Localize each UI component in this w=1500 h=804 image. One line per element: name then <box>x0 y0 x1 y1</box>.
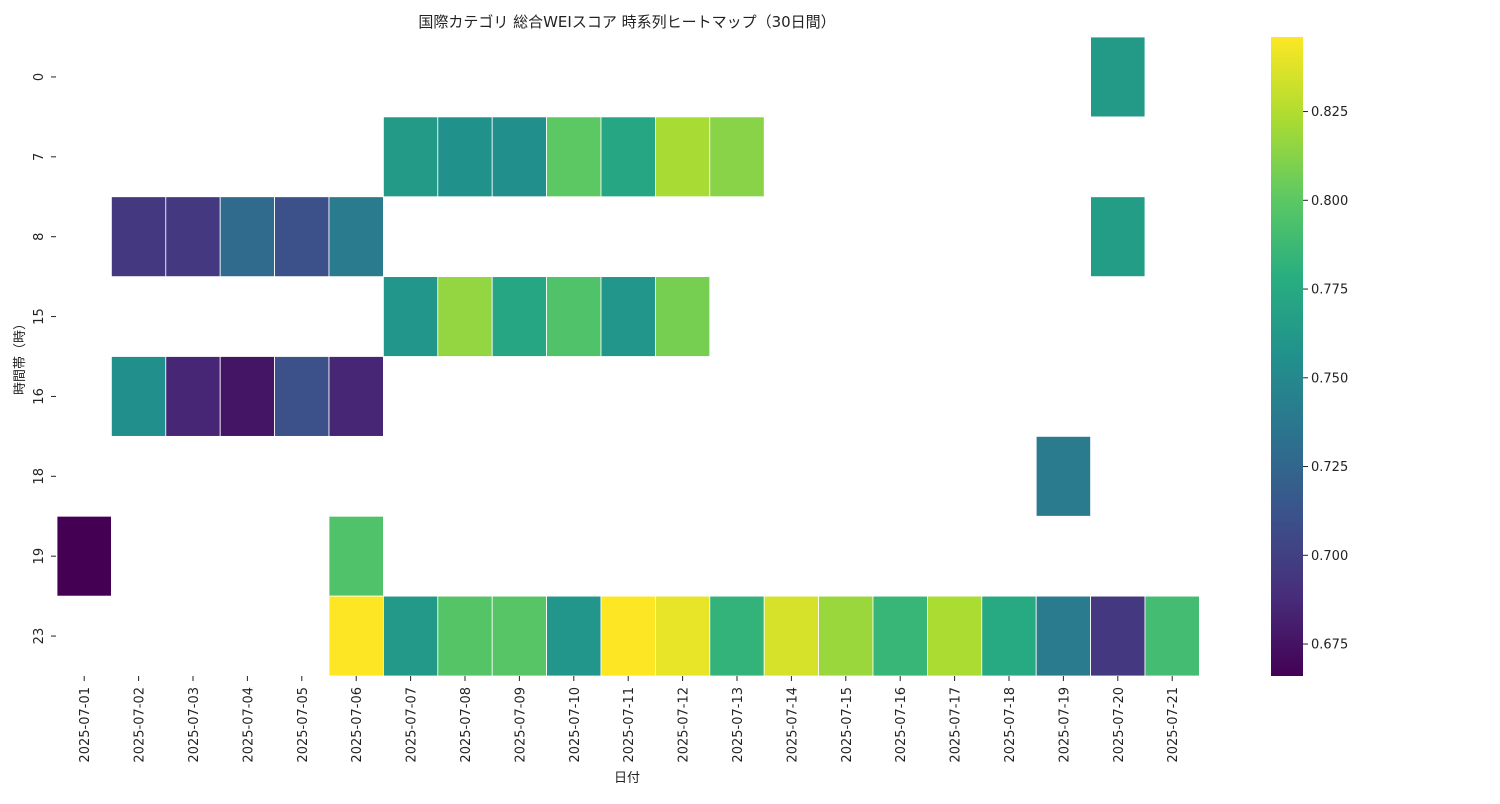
colorbar-tick-label: 0.825 <box>1311 105 1348 120</box>
heatmap-cell-23-2025-07-13 <box>709 595 765 677</box>
heatmap-cell-23-2025-07-15 <box>818 595 874 677</box>
heatmap-cell-23-2025-07-21 <box>1144 595 1200 677</box>
x-tick-label: 2025-07-20 <box>1112 687 1127 763</box>
heatmap-cell-8-2025-07-02 <box>111 196 167 278</box>
heatmap-cell-23-2025-07-08 <box>437 595 493 677</box>
x-axis-ticks: 2025-07-01 2025-07-02 2025-07-03 2025-07-04… <box>78 676 1181 763</box>
x-tick-label: 2025-07-19 <box>1057 687 1072 763</box>
x-tick-label: 2025-07-05 <box>296 687 311 763</box>
x-tick-label: 2025-07-14 <box>785 687 800 763</box>
y-tick-label: 18 <box>32 468 47 485</box>
x-tick-label: 2025-07-02 <box>133 687 148 763</box>
colorbar-tick-label: 0.725 <box>1311 460 1348 475</box>
x-axis-label: 日付 <box>614 771 640 786</box>
x-tick-label: 2025-07-12 <box>677 687 692 763</box>
heatmap-cell-7-2025-07-08 <box>437 116 493 198</box>
heatmap-cell-15-2025-07-08 <box>437 276 493 357</box>
heatmap-cell-16-2025-07-04 <box>219 356 275 437</box>
x-tick-label: 2025-07-10 <box>568 687 583 763</box>
x-tick-label: 2025-07-01 <box>78 687 93 763</box>
heatmap-cell-23-2025-07-16 <box>872 595 928 677</box>
heatmap-cell-23-2025-07-14 <box>763 595 820 677</box>
colorbar-tick-label: 0.800 <box>1311 194 1348 209</box>
heatmap-cell-0-2025-07-20 <box>1090 36 1146 118</box>
heatmap-cell-15-2025-07-07 <box>382 276 439 357</box>
heatmap-cell-19-2025-07-01 <box>56 515 112 597</box>
x-tick-label: 2025-07-13 <box>731 687 746 763</box>
heatmap-cell-16-2025-07-03 <box>165 356 221 437</box>
heatmap-cell-23-2025-07-10 <box>546 595 602 677</box>
x-tick-label: 2025-07-04 <box>241 687 256 763</box>
x-tick-label: 2025-07-03 <box>187 687 202 763</box>
heatmap-cell-8-2025-07-20 <box>1090 196 1146 278</box>
colorbar-ticks: 0.675 0.700 0.725 0.750 0.775 0.800 0.825 <box>1303 105 1348 653</box>
colorbar-tick-label: 0.700 <box>1311 549 1348 564</box>
heatmap-cell-23-2025-07-17 <box>927 595 983 677</box>
heatmap-cell-23-2025-07-09 <box>491 595 548 677</box>
heatmap-cell-23-2025-07-06 <box>328 595 384 677</box>
y-tick-label: 0 <box>32 73 47 81</box>
heatmap-cell-23-2025-07-18 <box>981 595 1037 677</box>
x-tick-label: 2025-07-18 <box>1003 687 1018 763</box>
x-tick-label: 2025-07-15 <box>840 687 855 763</box>
heatmap-cell-7-2025-07-10 <box>546 116 602 198</box>
heatmap-cell-7-2025-07-12 <box>655 116 711 198</box>
heatmap-cell-7-2025-07-07 <box>382 116 439 198</box>
heatmap-cell-23-2025-07-12 <box>655 595 711 677</box>
colorbar-tick-label: 0.775 <box>1311 283 1348 298</box>
heatmap-cell-8-2025-07-03 <box>165 196 221 278</box>
heatmap-cell-16-2025-07-06 <box>328 356 384 437</box>
heatmap-cell-7-2025-07-13 <box>709 116 765 198</box>
x-tick-label: 2025-07-07 <box>405 687 420 763</box>
y-axis-ticks: 0 7 8 15 16 18 19 23 <box>32 73 56 645</box>
heatmap-cell-15-2025-07-11 <box>600 276 656 357</box>
x-tick-label: 2025-07-11 <box>622 687 637 763</box>
y-tick-label: 8 <box>32 233 47 241</box>
heatmap-cell-23-2025-07-20 <box>1090 595 1146 677</box>
heatmap-cell-18-2025-07-19 <box>1035 435 1091 517</box>
x-tick-label: 2025-07-17 <box>949 687 964 763</box>
colorbar-tick-label: 0.675 <box>1311 638 1348 653</box>
heatmap-cell-16-2025-07-05 <box>274 356 330 437</box>
x-tick-label: 2025-07-08 <box>459 687 474 763</box>
y-tick-label: 16 <box>32 388 47 405</box>
heatmap-cells <box>56 36 1200 677</box>
heatmap-cell-19-2025-07-06 <box>328 515 384 597</box>
heatmap-cell-16-2025-07-02 <box>111 356 167 437</box>
chart-title: 国際カテゴリ 総合WEIスコア 時系列ヒートマップ（30日間） <box>418 13 835 31</box>
y-tick-label: 15 <box>32 308 47 325</box>
x-tick-label: 2025-07-09 <box>513 687 528 763</box>
heatmap-cell-23-2025-07-19 <box>1035 595 1091 677</box>
heatmap-cell-7-2025-07-11 <box>600 116 656 198</box>
heatmap-cell-8-2025-07-06 <box>328 196 384 278</box>
x-tick-label: 2025-07-16 <box>894 687 909 763</box>
colorbar <box>1271 37 1303 676</box>
heatmap-cell-15-2025-07-10 <box>546 276 602 357</box>
y-tick-label: 7 <box>32 153 47 161</box>
heatmap-cell-23-2025-07-07 <box>382 595 439 677</box>
heatmap-cell-8-2025-07-04 <box>219 196 275 278</box>
heatmap-cell-15-2025-07-09 <box>491 276 548 357</box>
heatmap-cell-7-2025-07-09 <box>491 116 548 198</box>
heatmap-cell-23-2025-07-11 <box>600 595 656 677</box>
colorbar-tick-label: 0.750 <box>1311 371 1348 386</box>
y-tick-label: 23 <box>32 628 47 645</box>
y-axis-label: 時間帯（時） <box>13 317 28 395</box>
heatmap-cell-15-2025-07-12 <box>655 276 711 357</box>
x-tick-label: 2025-07-06 <box>350 687 365 763</box>
y-tick-label: 19 <box>32 548 47 565</box>
heatmap-cell-8-2025-07-05 <box>274 196 330 278</box>
x-tick-label: 2025-07-21 <box>1166 687 1181 763</box>
